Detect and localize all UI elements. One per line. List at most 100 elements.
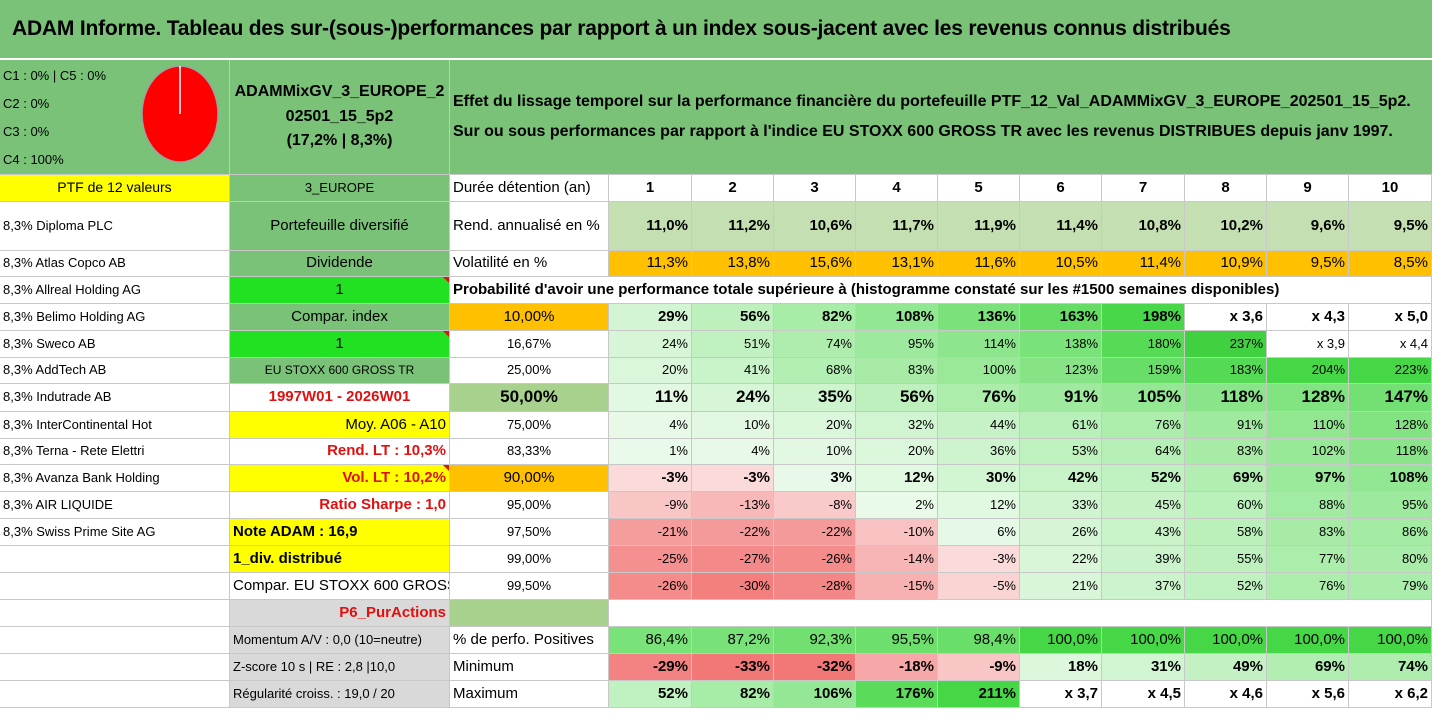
ptf-label: PTF de 12 valeurs [0,175,230,202]
probability-value: -28% [774,573,856,600]
period-cell: 1997W01 - 2026W01 [230,384,450,412]
probability-value: -9% [609,492,692,519]
rend-value: 11,4% [1020,202,1102,251]
probability-value: 68% [774,358,856,384]
vol-value: 10,5% [1020,251,1102,277]
probability-value: 76% [1102,412,1185,439]
empty-cell [0,654,230,681]
probability-level: 75,00% [450,412,609,439]
probability-value: 51% [692,331,774,358]
probability-value: 159% [1102,358,1185,384]
year-header: 2 [692,175,774,202]
probability-value: -26% [774,546,856,573]
probability-value: 10% [774,439,856,465]
probability-level: 50,00% [450,384,609,412]
probability-value: 97% [1267,465,1349,492]
probability-value: 32% [856,412,938,439]
probability-value: 77% [1267,546,1349,573]
comment-marker [443,277,449,283]
dividend-value: 1 [230,277,450,304]
probability-value: -10% [856,519,938,546]
maximum-value: 106% [774,681,856,708]
positive-label: % de perfo. Positives [450,627,609,654]
minimum-value: -9% [938,654,1020,681]
minimum-value: 49% [1185,654,1267,681]
rend-value: 10,6% [774,202,856,251]
positive-value: 100,0% [1020,627,1102,654]
probability-value: 88% [1267,492,1349,519]
probability-value: 24% [609,331,692,358]
probability-value: -13% [692,492,774,519]
index-name: EU STOXX 600 GROSS TR [230,358,450,384]
probability-value: 82% [774,304,856,331]
probability-level: 99,50% [450,573,609,600]
rend-value: 11,2% [692,202,774,251]
empty-cell [0,600,230,627]
probability-value: -22% [692,519,774,546]
probability-value: 74% [774,331,856,358]
probability-value: 6% [938,519,1020,546]
probability-value: 76% [938,384,1020,412]
compar-index-label: Compar. index [230,304,450,331]
vol-value: 10,9% [1185,251,1267,277]
probability-value: -14% [856,546,938,573]
rend-value: 9,6% [1267,202,1349,251]
probability-value: -8% [774,492,856,519]
vol-value: 11,6% [938,251,1020,277]
vol-value: 9,5% [1267,251,1349,277]
probability-value: 95% [1349,492,1432,519]
probability-value: x 5,0 [1349,304,1432,331]
positive-value: 100,0% [1102,627,1185,654]
vol-value: 13,1% [856,251,938,277]
probability-value: 12% [856,465,938,492]
probability-value: 36% [938,439,1020,465]
empty-cell [0,546,230,573]
separator-cell [450,600,609,627]
diversification-cell: Portefeuille diversifié [230,202,450,251]
description-line: Sur ou sous performances par rapport à l… [453,123,1393,140]
portfolio-name-line: ADAMMixGV_3_EUROPE_2 [234,82,445,100]
probability-level: 95,00% [450,492,609,519]
probability-value: 58% [1185,519,1267,546]
probability-title: Probabilité d'avoir une performance tota… [450,277,1432,304]
rend-value: 11,9% [938,202,1020,251]
holding-item: 8,3% Swiss Prime Site AG [0,519,230,546]
rend-value: 10,8% [1102,202,1185,251]
momentum-cell: Momentum A/V : 0,0 (10=neutre) [230,627,450,654]
positive-value: 100,0% [1267,627,1349,654]
probability-value: 237% [1185,331,1267,358]
probability-value: 123% [1020,358,1102,384]
maximum-value: 52% [609,681,692,708]
description-panel: Effet du lissage temporel sur la perform… [450,60,1432,175]
probability-value: 86% [1349,519,1432,546]
probability-level: 10,00% [450,304,609,331]
empty-cell [0,627,230,654]
year-header: 9 [1267,175,1349,202]
probability-value: -21% [609,519,692,546]
maximum-value: x 3,7 [1020,681,1102,708]
year-header: 1 [609,175,692,202]
probability-value: 108% [1349,465,1432,492]
probability-level: 90,00% [450,465,609,492]
probability-value: -22% [774,519,856,546]
probability-level: 83,33% [450,439,609,465]
probability-value: 20% [774,412,856,439]
probability-value: 163% [1020,304,1102,331]
portfolio-name-line: (17,2% | 8,3%) [286,132,393,150]
holding-item: 8,3% InterContinental Hot [0,412,230,439]
vol-value: 13,8% [692,251,774,277]
probability-value: 22% [1020,546,1102,573]
probability-level: 97,50% [450,519,609,546]
probability-value: 118% [1185,384,1267,412]
probability-value: 39% [1102,546,1185,573]
probability-value: 45% [1102,492,1185,519]
probability-value: -25% [609,546,692,573]
probability-value: 204% [1267,358,1349,384]
holding-item: 8,3% AddTech AB [0,358,230,384]
rend-value: 9,5% [1349,202,1432,251]
zscore-cell: Z-score 10 s | RE : 2,8 |10,0 [230,654,450,681]
probability-value: 138% [1020,331,1102,358]
maximum-label: Maximum [450,681,609,708]
probability-value: 91% [1185,412,1267,439]
minimum-value: 69% [1267,654,1349,681]
